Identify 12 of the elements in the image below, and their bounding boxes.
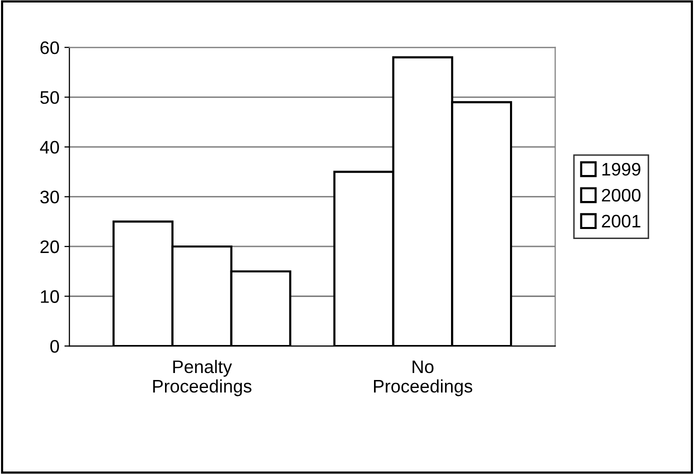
y-tick-label: 60: [40, 41, 59, 54]
y-tick-label: 40: [40, 140, 59, 154]
y-tick-label: 30: [40, 190, 59, 204]
legend-label: 2000: [602, 188, 640, 202]
y-tick-label: 10: [40, 290, 59, 303]
x-tick-label: Penalty Proceedings: [153, 360, 252, 396]
y-tick-label: 20: [40, 240, 59, 254]
x-tick-label: No Proceedings: [374, 360, 472, 396]
legend-label: 1999: [602, 162, 640, 176]
y-tick-label: 50: [40, 91, 59, 104]
legend-label: 2001: [602, 214, 640, 228]
y-tick-label: 0: [50, 340, 59, 353]
